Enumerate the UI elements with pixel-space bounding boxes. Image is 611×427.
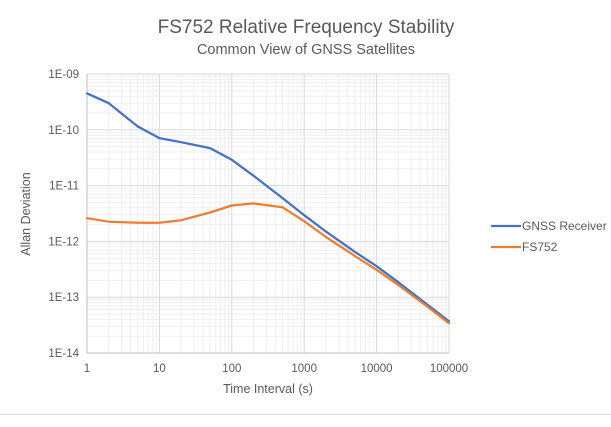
x-tick-label: 10000 [361,363,393,375]
x-tick-label: 1 [84,363,90,375]
x-tick-label: 100 [222,363,241,375]
x-tick-labels: 1 10 100 1000 10000 100000 [84,363,468,375]
y-tick-labels: 1E-09 1E-10 1E-11 1E-12 1E-13 1E-14 [48,69,79,360]
y-axis-label: Allan Deviation [19,172,33,255]
y-tick-label: 1E-10 [48,125,79,137]
x-tick-label: 10 [153,363,166,375]
series-lines [85,92,451,325]
series-line-fs752 [85,202,451,325]
x-tick-label: 100000 [430,363,468,375]
minor-gridlines [87,74,449,353]
legend-label: GNSS Receiver [522,219,607,233]
y-tick-label: 1E-12 [48,236,79,248]
chart-title: FS752 Relative Frequency Stability [158,17,455,38]
legend: GNSS Receiver FS752 [491,219,607,254]
y-tick-label: 1E-14 [48,348,79,360]
legend-label: FS752 [522,240,558,254]
legend-item: GNSS Receiver [491,219,607,233]
y-tick-label: 1E-09 [48,69,79,81]
x-axis-label: Time Interval (s) [223,382,313,396]
chart-subtitle: Common View of GNSS Satellites [197,42,415,58]
axes [86,74,449,354]
series-line-gnss-receiver [85,92,451,323]
major-gridlines [86,73,450,354]
y-tick-label: 1E-11 [49,181,79,193]
y-tick-label: 1E-13 [48,292,79,304]
legend-item: FS752 [491,240,558,254]
x-tick-label: 1000 [291,363,317,375]
chart-frame [0,414,611,415]
